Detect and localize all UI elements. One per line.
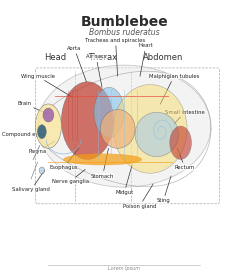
Text: Compound eye: Compound eye bbox=[2, 132, 44, 137]
Text: Stomach: Stomach bbox=[91, 148, 114, 179]
Ellipse shape bbox=[170, 126, 191, 159]
Text: Rectum: Rectum bbox=[175, 148, 195, 170]
Ellipse shape bbox=[61, 82, 113, 159]
Text: Sting: Sting bbox=[156, 176, 171, 204]
Text: Thorax: Thorax bbox=[88, 53, 117, 62]
Ellipse shape bbox=[38, 65, 211, 187]
Ellipse shape bbox=[100, 109, 135, 148]
Text: Lorem Ipsum: Lorem Ipsum bbox=[108, 266, 140, 271]
Text: Malphigian tubules: Malphigian tubules bbox=[149, 74, 199, 104]
Ellipse shape bbox=[39, 167, 45, 174]
Ellipse shape bbox=[64, 154, 142, 165]
Text: Esophagus: Esophagus bbox=[49, 148, 79, 170]
Text: Tracheas and spiracles: Tracheas and spiracles bbox=[85, 38, 146, 76]
Text: Wing muscle: Wing muscle bbox=[21, 74, 72, 97]
Text: Salivary gland: Salivary gland bbox=[12, 170, 50, 192]
Text: Poison gland: Poison gland bbox=[123, 184, 156, 209]
Ellipse shape bbox=[94, 87, 124, 137]
Ellipse shape bbox=[113, 85, 187, 173]
Text: Nerve ganglia: Nerve ganglia bbox=[51, 169, 88, 184]
Text: Paryna: Paryna bbox=[29, 141, 55, 154]
Text: Abdomen: Abdomen bbox=[143, 53, 183, 62]
Text: Bumblebee: Bumblebee bbox=[80, 15, 168, 29]
Text: Air sacs: Air sacs bbox=[86, 54, 106, 87]
Text: Aorta: Aorta bbox=[67, 46, 86, 82]
Text: Heart: Heart bbox=[139, 43, 153, 76]
Ellipse shape bbox=[38, 125, 46, 139]
Text: Head: Head bbox=[44, 53, 66, 62]
Ellipse shape bbox=[43, 108, 54, 122]
Ellipse shape bbox=[35, 104, 61, 148]
Ellipse shape bbox=[135, 112, 179, 157]
Text: Bombus ruderatus: Bombus ruderatus bbox=[89, 28, 160, 37]
Text: Small intestine: Small intestine bbox=[165, 110, 205, 124]
Text: Midgut: Midgut bbox=[115, 165, 133, 195]
Text: Brain: Brain bbox=[18, 101, 48, 114]
